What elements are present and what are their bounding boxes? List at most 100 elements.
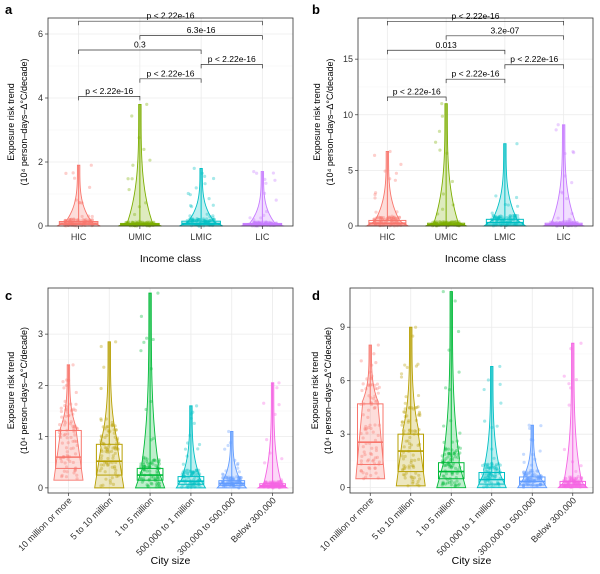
data-point: [446, 455, 450, 459]
data-point: [411, 453, 415, 457]
data-point: [110, 465, 114, 469]
data-point: [447, 480, 452, 484]
data-point: [141, 460, 146, 464]
data-point: [153, 459, 157, 463]
violin: [355, 344, 386, 480]
data-point: [359, 359, 363, 363]
data-point: [498, 364, 502, 369]
data-point: [410, 429, 414, 433]
data-point: [60, 473, 64, 477]
data-point: [183, 447, 188, 451]
significance-label: p < 2.22e-16: [208, 54, 256, 64]
data-point: [453, 299, 457, 303]
data-point: [525, 477, 530, 481]
data-point: [151, 475, 155, 479]
data-point: [64, 465, 69, 469]
data-point: [516, 214, 520, 218]
data-point: [110, 423, 114, 427]
data-point: [201, 217, 206, 221]
data-point: [377, 215, 381, 219]
x-tick-label: 5 to 10 million: [68, 495, 114, 541]
data-point: [522, 470, 526, 474]
data-point: [203, 182, 207, 186]
data-point: [404, 395, 408, 399]
y-tick-label: 15: [343, 54, 353, 64]
x-tick-label: LMIC: [494, 232, 516, 242]
data-point: [413, 429, 417, 433]
significance-bracket: [504, 64, 564, 69]
data-point: [568, 478, 572, 482]
data-point: [66, 432, 70, 436]
category-0: [355, 343, 386, 481]
data-point: [527, 423, 531, 427]
data-point: [399, 372, 404, 376]
data-point: [68, 218, 72, 222]
data-point: [100, 449, 104, 454]
data-point: [496, 215, 500, 220]
data-point: [88, 185, 92, 189]
data-point: [227, 475, 231, 479]
data-point: [492, 456, 496, 460]
data-point: [367, 383, 371, 387]
data-point: [409, 443, 414, 447]
data-point: [369, 452, 374, 457]
data-point: [438, 148, 442, 152]
category-1: [117, 102, 162, 228]
data-point: [494, 475, 498, 479]
plot-background: [48, 288, 293, 493]
data-point: [556, 123, 560, 127]
data-point: [111, 446, 115, 450]
data-point: [65, 407, 69, 412]
data-point: [192, 481, 196, 485]
data-point: [99, 418, 103, 422]
data-point: [407, 441, 412, 446]
data-point: [195, 217, 199, 221]
data-point: [109, 481, 113, 485]
box: [559, 480, 587, 488]
data-point: [66, 457, 70, 461]
category-3: [476, 364, 507, 489]
data-point: [268, 480, 272, 484]
data-point: [528, 426, 532, 430]
data-point: [61, 380, 65, 384]
data-point: [508, 214, 512, 218]
data-point: [412, 465, 416, 470]
data-point: [157, 484, 162, 488]
data-point: [484, 475, 488, 479]
y-tick-label: 2: [38, 380, 43, 390]
data-point: [364, 424, 368, 429]
data-point: [401, 473, 406, 477]
data-point: [494, 463, 499, 467]
data-point: [72, 425, 76, 429]
data-point: [377, 385, 381, 389]
data-point: [417, 410, 422, 414]
data-point: [496, 480, 500, 484]
data-point: [115, 474, 119, 479]
data-point: [418, 413, 422, 418]
data-point: [361, 471, 365, 475]
data-point: [578, 481, 582, 485]
data-point: [576, 481, 581, 485]
data-point: [151, 337, 155, 342]
data-point: [68, 218, 72, 222]
box: [437, 462, 465, 480]
x-tick-label: HIC: [380, 232, 396, 242]
data-point: [488, 466, 492, 470]
data-point: [373, 405, 377, 410]
data-point: [374, 448, 379, 453]
data-point: [63, 421, 68, 425]
data-point: [488, 474, 492, 478]
data-point: [370, 446, 374, 450]
data-point: [375, 382, 380, 386]
data-point: [525, 473, 529, 477]
panel-label: a: [5, 2, 13, 17]
data-point: [489, 473, 493, 477]
data-point: [375, 387, 379, 391]
data-point: [449, 479, 453, 484]
data-point: [437, 220, 441, 224]
data-point: [103, 446, 107, 450]
panel-a: 0 2 4 6 HIC UMIC LMIC LIC p < 2.22e-16 p < 2.22e-…: [5, 2, 294, 265]
box: [478, 472, 506, 485]
data-point: [570, 181, 574, 185]
data-point: [448, 465, 452, 469]
